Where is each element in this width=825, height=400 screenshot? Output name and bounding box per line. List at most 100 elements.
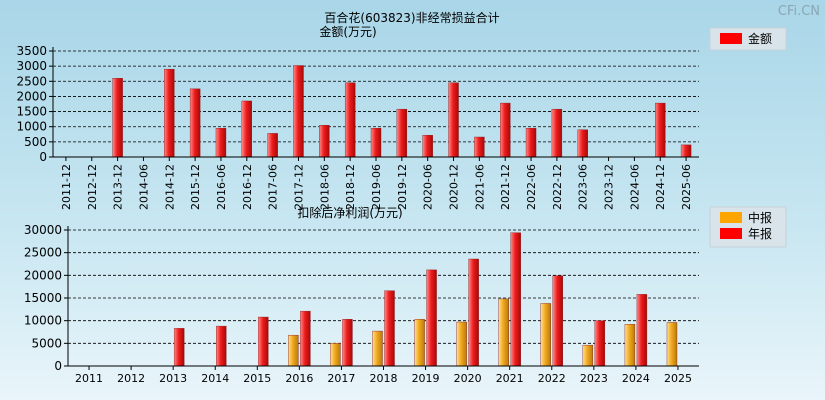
- chart2-bar-annual: [636, 294, 648, 367]
- chart2-legend: 中报 年报: [709, 206, 787, 248]
- chart2-y-tick-label: 25000: [24, 246, 62, 260]
- chart2-y-tick-label: 30000: [24, 223, 62, 237]
- chart2-y-tick-label: 15000: [24, 291, 62, 305]
- chart2-x-tick-label: 2014: [201, 372, 229, 385]
- chart2-x-tick-label: 2016: [285, 372, 313, 385]
- chart1-x-tick-label: 2019-06: [370, 164, 383, 210]
- chart1-x-tick-label: 2022-12: [551, 164, 564, 210]
- chart2-bar-annual: [468, 258, 479, 367]
- chart2-bar-annual: [216, 325, 227, 367]
- chart1-y-tick-label: 1500: [16, 105, 47, 119]
- chart1-x-tick-label: 2015-12: [189, 164, 202, 210]
- chart1-bar-value: [112, 78, 123, 158]
- chart1-bar-value: [241, 100, 253, 158]
- chart1-legend: 金额: [709, 27, 787, 51]
- chart1-title: 百合花(603823)非经常损益合计: [324, 10, 499, 25]
- chart2-x-tick-label: 2013: [159, 372, 187, 385]
- chart2-x-tick-label: 2023: [580, 372, 608, 385]
- chart1-bar-value: [267, 133, 278, 158]
- chart1-x-tick-label: 2019-12: [396, 164, 409, 210]
- chart1-axes: [49, 47, 699, 161]
- chart1-bar-value: [396, 108, 408, 158]
- chart1-x-tick-label: 2012-12: [86, 164, 99, 210]
- chart2-x-tick-labels: 2011 2012 2013 2014 2015 2016 2017 2018 2019 2020…: [75, 372, 692, 385]
- chart2-bar-interim: [624, 324, 636, 367]
- chart2-bar-interim: [372, 330, 383, 367]
- chart1-bar-value: [474, 136, 485, 158]
- chart1-x-tick-label: 2018-12: [344, 164, 357, 210]
- chart1-x-tick-label: 2016-06: [215, 164, 228, 210]
- chart2-bar-annual: [552, 275, 563, 367]
- chart1-x-tick-label: 2020-12: [448, 164, 461, 210]
- chart2-x-tick-label: 2019: [412, 372, 440, 385]
- chart1-x-tick-label: 2024-12: [654, 164, 667, 210]
- chart1-ylabel: 金额(万元): [319, 24, 376, 39]
- chart2-bar-interim: [330, 343, 341, 367]
- chart1-legend-label: 金额: [748, 31, 772, 46]
- chart1-x-tick-label: 2014-06: [137, 164, 150, 210]
- chart2-grid: [68, 229, 699, 344]
- chart1-y-tick-label: 0: [39, 150, 47, 164]
- chart1-grid: [53, 50, 699, 143]
- chart1-x-tick-label: 2016-12: [241, 164, 254, 210]
- chart1-x-tick-label: 2021-06: [473, 164, 486, 210]
- chart1-x-tick-label: 2017-12: [292, 164, 305, 210]
- chart2-bar-annual: [258, 316, 269, 367]
- chart2-bar-annual: [594, 320, 606, 367]
- chart2-y-tick-label: 10000: [24, 314, 62, 328]
- chart2-x-tick-label: 2022: [538, 372, 566, 385]
- chart2-x-tick-label: 2025: [664, 372, 692, 385]
- chart2-legend-swatch-annual: [720, 228, 742, 239]
- chart2-bar-interim: [582, 344, 594, 367]
- chart2-bar-interim: [666, 322, 678, 367]
- chart2-bar-interim: [414, 319, 425, 367]
- chart1-y-tick-label: 1000: [16, 120, 47, 134]
- chart2-x-tick-label: 2020: [454, 372, 482, 385]
- chart2-x-tick-label: 2015: [243, 372, 271, 385]
- chart1-x-tick-label: 2021-12: [499, 164, 512, 210]
- chart2-bar-annual: [510, 232, 521, 367]
- chart2-x-tick-label: 2018: [370, 372, 398, 385]
- chart2-x-tick-label: 2021: [496, 372, 524, 385]
- chart1-x-tick-label: 2024-06: [628, 164, 641, 210]
- watermark: CFi.CN: [778, 4, 820, 19]
- chart2-bar-annual: [300, 310, 311, 367]
- chart1-y-tick-label: 2500: [16, 74, 47, 88]
- chart1-y-tick-label: 500: [24, 135, 47, 149]
- chart2-legend-label-interim: 中报: [748, 210, 772, 225]
- chart1-bar-value: [164, 68, 175, 158]
- chart1-bar-value: [448, 82, 459, 158]
- chart1-x-tick-label: 2023-12: [603, 164, 616, 210]
- chart1-bar-value: [525, 128, 537, 158]
- chart2-bar-annual: [384, 290, 395, 367]
- chart2: 扣除后净利润(万元) 0 5000 10000 15000 20000 25000 3000…: [24, 205, 787, 385]
- chart1-x-tick-label: 2018-06: [318, 164, 331, 210]
- chart2-bar-interim: [456, 321, 467, 367]
- chart1-bar-value: [189, 88, 201, 158]
- chart1-bar-value: [344, 82, 356, 158]
- chart1-x-tick-label: 2022-06: [525, 164, 538, 210]
- chart2-legend-swatch-interim: [720, 212, 742, 223]
- chart1-y-tick-label: 3500: [16, 44, 47, 58]
- chart2-bars: [173, 232, 678, 367]
- chart1-bar-value: [577, 129, 588, 158]
- chart1-bar-value: [215, 128, 227, 158]
- chart1-x-tick-label: 2014-12: [163, 164, 176, 210]
- chart2-y-tick-label: 0: [54, 359, 62, 373]
- chart2-legend-label-annual: 年报: [748, 226, 772, 241]
- chart1-bar-value: [422, 134, 433, 158]
- chart2-bar-interim: [540, 303, 551, 367]
- chart2-y-tick-label: 5000: [31, 336, 62, 350]
- chart2-x-tick-label: 2012: [117, 372, 145, 385]
- chart2-bar-annual: [426, 269, 437, 367]
- chart2-bar-annual: [173, 328, 185, 367]
- chart2-x-tick-label: 2017: [327, 372, 355, 385]
- chart1-x-tick-label: 2025-06: [680, 164, 693, 210]
- chart1-y-tick-label: 2000: [16, 89, 47, 103]
- chart2-bar-interim: [288, 334, 299, 367]
- chart2-title: 扣除后净利润(万元): [297, 205, 402, 220]
- chart2-x-tick-label: 2011: [75, 372, 103, 385]
